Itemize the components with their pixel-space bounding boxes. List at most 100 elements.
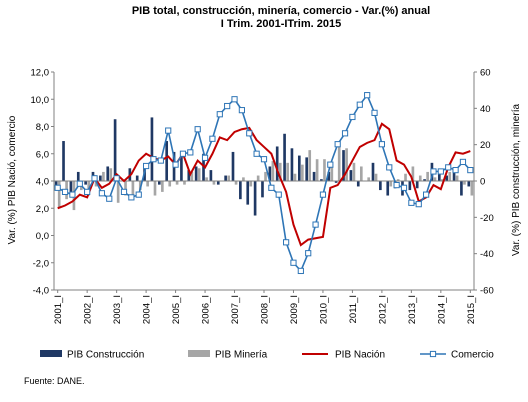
x-tick-label: 2001_I [53,295,64,324]
point-comercio [371,109,378,116]
bar-mineria [374,173,378,181]
bar-construccion [157,181,161,185]
bar-construccion [113,119,117,181]
bar-mineria [426,171,429,181]
y-left-tick-label: -2,0 [33,258,49,269]
x-tick-label: 2009_I [289,295,300,324]
bar-mineria [146,181,149,187]
point-comercio [305,250,312,257]
y-left-tick-label: -4,0 [33,286,49,297]
bar-construccion [76,171,80,181]
ticks-layer: 12,0 10,0 8,0 6,0 4,0 2,0 0,0 -2,0 -4,0 60 40 20 0 -2… [31,68,494,325]
bar-mineria [352,162,356,181]
point-comercio [290,259,297,266]
y-right-tick-label: 40 [480,104,491,115]
lines-layer [54,92,474,275]
x-tick-label: 2006_I [201,295,212,324]
bar-construccion [275,146,279,181]
x-tick-label: 2002_I [83,295,94,324]
bar-mineria [411,166,415,181]
bar-mineria [337,146,341,181]
bar-construccion [84,181,87,185]
bar-mineria [197,168,201,181]
line-comercio [57,93,471,273]
bar-mineria [418,175,422,181]
y-right-tick-label: 20 [480,140,491,151]
x-tick-label: 2010_I [318,295,329,324]
point-comercio [467,167,474,174]
bar-mineria [175,181,179,185]
point-comercio [297,267,304,275]
x-tick-label: 2013_I [407,295,418,324]
chart-title-line1: PIB total, construcción, minería, comerc… [132,5,430,17]
y-left-tick-label: 6,0 [36,149,49,160]
point-comercio [76,180,83,187]
bar-mineria [205,177,208,181]
point-comercio [216,111,223,118]
x-tick-label: 2015_I [466,295,477,324]
legend-label-comercio: Comercio [451,350,494,361]
bar-construccion [320,179,323,181]
bar-mineria [455,175,459,181]
bar-mineria [359,166,363,181]
x-tick-label: 2012_I [377,295,388,324]
legend-swatch-comercio-marker [429,350,437,358]
point-comercio [113,175,120,182]
bar-construccion [452,168,456,181]
legend-swatch-mineria [188,350,210,357]
bar-mineria [315,159,319,181]
bar-construccion [99,175,102,181]
chart-title-line2: I Trim. 2001-ITrim. 2015 [221,18,341,30]
bar-mineria [293,173,297,181]
bar-construccion [423,179,426,181]
bar-mineria [234,181,238,185]
bar-mineria [161,181,164,192]
bar-mineria [190,171,194,181]
point-comercio [238,107,245,114]
bar-construccion [445,175,449,181]
point-comercio [231,96,238,103]
point-comercio [165,127,172,134]
bar-mineria [131,181,135,200]
bar-mineria [330,166,334,181]
point-comercio [135,191,142,198]
bar-mineria [448,171,452,181]
bar-construccion [379,181,382,191]
y-left-tick-label: 10,0 [31,95,50,106]
bar-construccion [467,181,471,187]
point-comercio [150,156,157,163]
legend-swatch-construccion [40,350,62,357]
point-comercio [275,191,282,198]
bar-construccion [106,166,110,181]
point-comercio [106,195,113,202]
point-comercio [393,181,400,189]
point-comercio [143,162,150,170]
point-comercio [179,150,187,157]
point-comercio [378,141,385,148]
point-comercio [128,194,135,201]
bar-mineria [249,181,253,187]
bar-mineria [153,181,157,196]
point-comercio [341,130,349,137]
bar-construccion [290,148,294,181]
bar-construccion [349,170,353,181]
legend-label-nacion: PIB Nación [335,350,385,361]
point-comercio [69,191,76,198]
bar-mineria [109,168,113,181]
bar-mineria [301,164,304,181]
bar-mineria [345,148,348,181]
bar-construccion [194,166,198,181]
bar-construccion [216,181,220,185]
bar-construccion [209,170,213,181]
bar-mineria [271,161,275,181]
point-comercio [84,188,91,196]
bar-construccion [180,153,183,181]
bar-mineria [278,162,282,181]
y-right-tick-label: 60 [480,68,491,79]
bar-mineria [116,181,120,203]
bar-mineria [212,181,216,185]
point-comercio [246,130,253,137]
bar-mineria [470,181,474,196]
bar-construccion [187,170,191,181]
